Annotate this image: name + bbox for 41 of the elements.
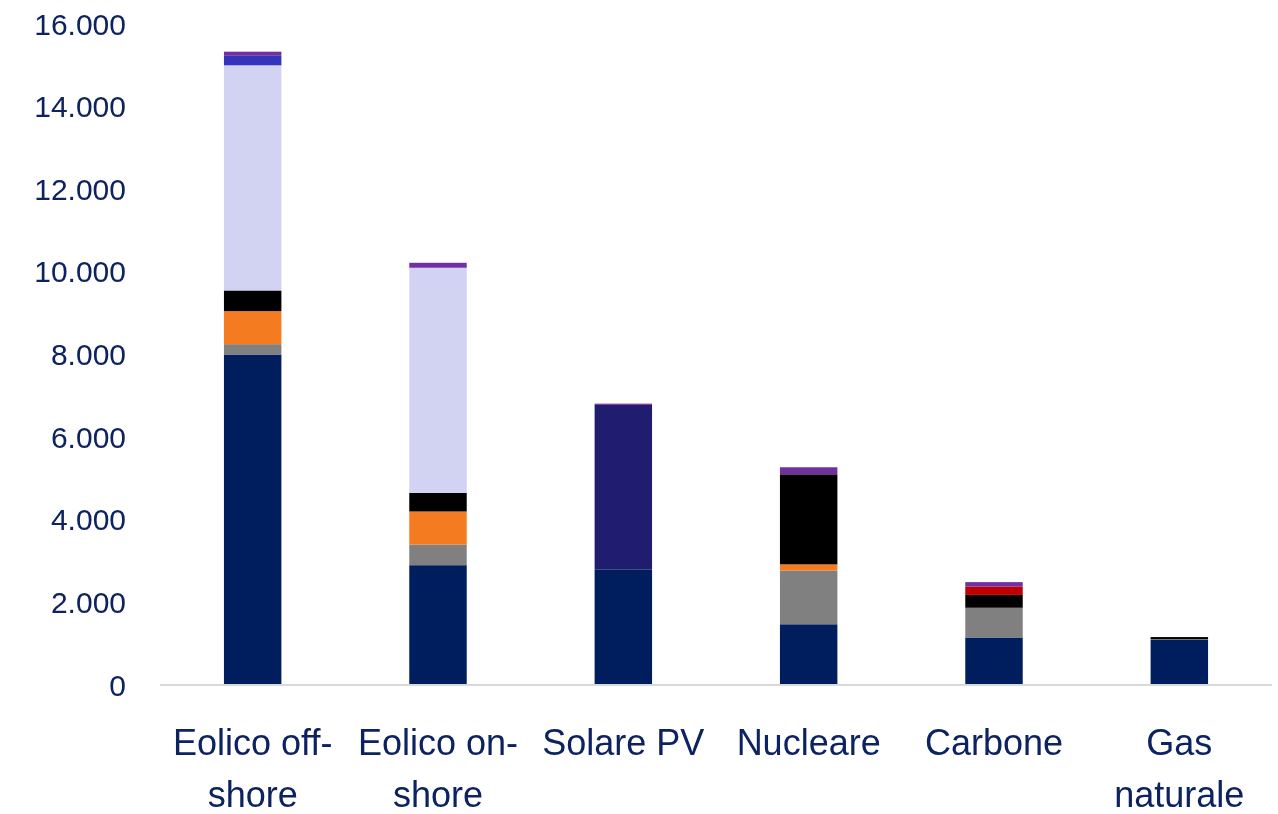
bar xyxy=(594,569,653,685)
y-tick-label: 10.000 xyxy=(34,255,126,289)
bar xyxy=(223,290,282,312)
y-tick-label: 4.000 xyxy=(50,503,126,537)
x-tick-label: Eolico on-shore xyxy=(357,722,519,814)
x-tick-label: Eolico off-shore xyxy=(172,722,333,814)
y-tick-label: 8.000 xyxy=(50,338,126,371)
bar xyxy=(779,570,838,625)
y-tick-label: 12.000 xyxy=(34,172,126,206)
bar xyxy=(409,492,467,512)
bar xyxy=(409,544,467,566)
bar xyxy=(223,354,282,685)
y-tick-label: 6.000 xyxy=(50,420,126,454)
bar xyxy=(409,511,467,545)
bar xyxy=(409,565,467,685)
bar xyxy=(965,586,1023,595)
bar xyxy=(223,311,282,345)
bar xyxy=(965,582,1023,587)
y-tick-label: 2.000 xyxy=(50,585,126,619)
bar xyxy=(965,637,1023,685)
y-tick-label: 14.000 xyxy=(34,90,126,124)
bar xyxy=(223,65,282,291)
bar xyxy=(223,55,282,66)
x-tick-label: Carbone xyxy=(924,722,1064,763)
bar xyxy=(409,262,467,268)
bar xyxy=(779,624,838,685)
bar xyxy=(409,267,467,493)
bar xyxy=(965,607,1023,638)
x-tick-label: Solare PV xyxy=(542,722,705,763)
bar xyxy=(1150,639,1209,685)
x-tick-label: Nucleare xyxy=(736,722,881,763)
y-tick-label: 0 xyxy=(109,668,126,702)
bar xyxy=(223,51,282,56)
bar xyxy=(965,594,1023,608)
y-tick-label: 16.000 xyxy=(34,7,126,41)
bar xyxy=(594,404,653,570)
x-tick-label: Gas naturale xyxy=(1114,722,1245,814)
bar xyxy=(779,474,838,565)
bar xyxy=(223,344,282,355)
bar xyxy=(779,564,838,571)
bar xyxy=(779,467,838,475)
